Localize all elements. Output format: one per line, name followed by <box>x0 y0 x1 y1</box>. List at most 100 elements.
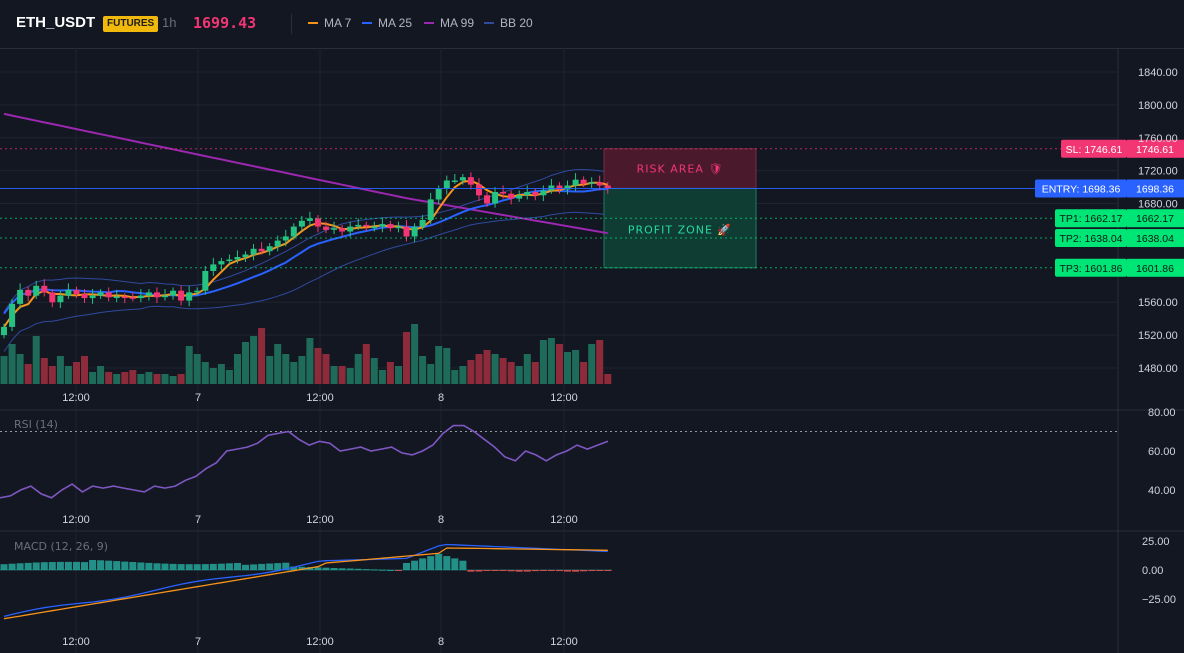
tp2-tag[interactable] <box>1055 229 1127 248</box>
candle[interactable] <box>137 295 144 299</box>
candle[interactable] <box>387 224 394 229</box>
price-levels[interactable]: SL: 1746.61 1746.61 ENTRY: 1698.36 1698.36 T… <box>0 139 1184 277</box>
candle[interactable] <box>290 226 297 237</box>
ma99-label: MA 99 <box>440 16 475 30</box>
trade-zones[interactable]: RISK AREA 🛡 PROFIT ZONE 🚀 <box>603 148 757 269</box>
candle[interactable] <box>17 289 24 304</box>
candle[interactable] <box>411 226 418 237</box>
rsi-panel[interactable]: RSI (14) 80.00 60.00 40.00 <box>0 407 1176 499</box>
candle[interactable] <box>459 177 466 181</box>
candle[interactable] <box>347 226 354 232</box>
candle[interactable] <box>548 185 555 191</box>
volume-bar <box>298 356 306 384</box>
candle[interactable] <box>250 248 257 255</box>
candle[interactable] <box>258 248 265 252</box>
candle[interactable] <box>210 264 217 271</box>
tp3-tag[interactable] <box>1055 258 1127 277</box>
candle[interactable] <box>467 177 474 185</box>
candle[interactable] <box>435 188 442 200</box>
price-axis[interactable]: 1840.00 1800.00 1760.00 1720.00 1680.00 1560.… <box>1138 67 1178 375</box>
candle[interactable] <box>556 185 563 190</box>
tp1-tag[interactable] <box>1055 209 1127 228</box>
candle[interactable] <box>226 259 233 262</box>
candle[interactable] <box>532 192 539 196</box>
candle[interactable] <box>492 192 499 204</box>
candle[interactable] <box>25 289 32 296</box>
candle[interactable] <box>105 292 112 298</box>
candle[interactable] <box>202 271 209 291</box>
candle[interactable] <box>580 179 587 184</box>
candle[interactable] <box>170 290 177 296</box>
tp1-axis-value: 1662.17 <box>1136 213 1174 225</box>
candle[interactable] <box>113 296 120 299</box>
volume-bars <box>0 324 612 384</box>
candle[interactable] <box>379 224 386 227</box>
candles[interactable] <box>1 172 611 339</box>
candle[interactable] <box>242 254 249 258</box>
candle[interactable] <box>315 218 321 227</box>
volume-bar <box>217 364 225 384</box>
volume-bar <box>242 342 249 384</box>
candle[interactable] <box>323 226 329 230</box>
candle[interactable] <box>403 226 410 237</box>
candle[interactable] <box>339 228 346 232</box>
legend-ma99[interactable]: MA 99 <box>424 16 474 30</box>
candle[interactable] <box>266 246 273 252</box>
candle[interactable] <box>306 218 313 221</box>
candle[interactable] <box>73 289 80 294</box>
candle[interactable] <box>1 326 7 336</box>
candle[interactable] <box>145 292 152 296</box>
legend-ma25[interactable]: MA 25 <box>362 16 412 30</box>
candle[interactable] <box>121 296 128 299</box>
candle[interactable] <box>81 294 88 299</box>
candle[interactable] <box>572 179 579 186</box>
candle[interactable] <box>419 220 426 227</box>
legend-ma7[interactable]: MA 7 <box>308 16 351 30</box>
candle[interactable] <box>355 224 362 227</box>
candle[interactable] <box>451 180 458 183</box>
candle[interactable] <box>508 193 515 199</box>
candle[interactable] <box>427 199 434 220</box>
candle[interactable] <box>218 261 225 265</box>
candle[interactable] <box>162 295 168 298</box>
candle[interactable] <box>89 295 96 299</box>
candle[interactable] <box>186 292 193 301</box>
candle[interactable] <box>49 292 56 303</box>
candle[interactable] <box>97 292 104 296</box>
macd-panel[interactable]: MACD (12, 26, 9) 25.00 0.00 −25.00 <box>0 536 1176 620</box>
candle[interactable] <box>371 226 378 229</box>
candle[interactable] <box>500 192 507 194</box>
candle[interactable] <box>33 285 40 296</box>
candle[interactable] <box>129 297 136 299</box>
candle[interactable] <box>524 192 531 196</box>
candle[interactable] <box>476 184 482 196</box>
rsi-line[interactable] <box>0 424 609 499</box>
candle[interactable] <box>596 182 603 186</box>
candle[interactable] <box>41 285 48 293</box>
candle[interactable] <box>65 289 72 296</box>
candle[interactable] <box>363 224 370 227</box>
candle[interactable] <box>588 182 595 184</box>
legend-bb20[interactable]: BB 20 <box>484 16 533 30</box>
candle[interactable] <box>395 226 402 229</box>
candle[interactable] <box>194 290 201 293</box>
entry-tag[interactable] <box>1035 179 1127 198</box>
candle[interactable] <box>154 292 160 298</box>
candle[interactable] <box>484 195 490 204</box>
candle[interactable] <box>604 185 611 189</box>
candle[interactable] <box>540 190 547 196</box>
candle[interactable] <box>564 185 571 190</box>
symbol-label[interactable]: ETH_USDT <box>16 14 96 31</box>
candle[interactable] <box>443 180 450 189</box>
candle[interactable] <box>234 257 241 260</box>
candle[interactable] <box>9 303 16 327</box>
candle[interactable] <box>178 290 185 301</box>
candle[interactable] <box>331 228 338 230</box>
sl-tag[interactable] <box>1061 139 1127 158</box>
candle[interactable] <box>516 195 523 199</box>
candle[interactable] <box>298 220 305 227</box>
timeframe-label[interactable]: 1h <box>162 15 177 30</box>
candle[interactable] <box>274 240 281 247</box>
candle[interactable] <box>57 295 64 303</box>
